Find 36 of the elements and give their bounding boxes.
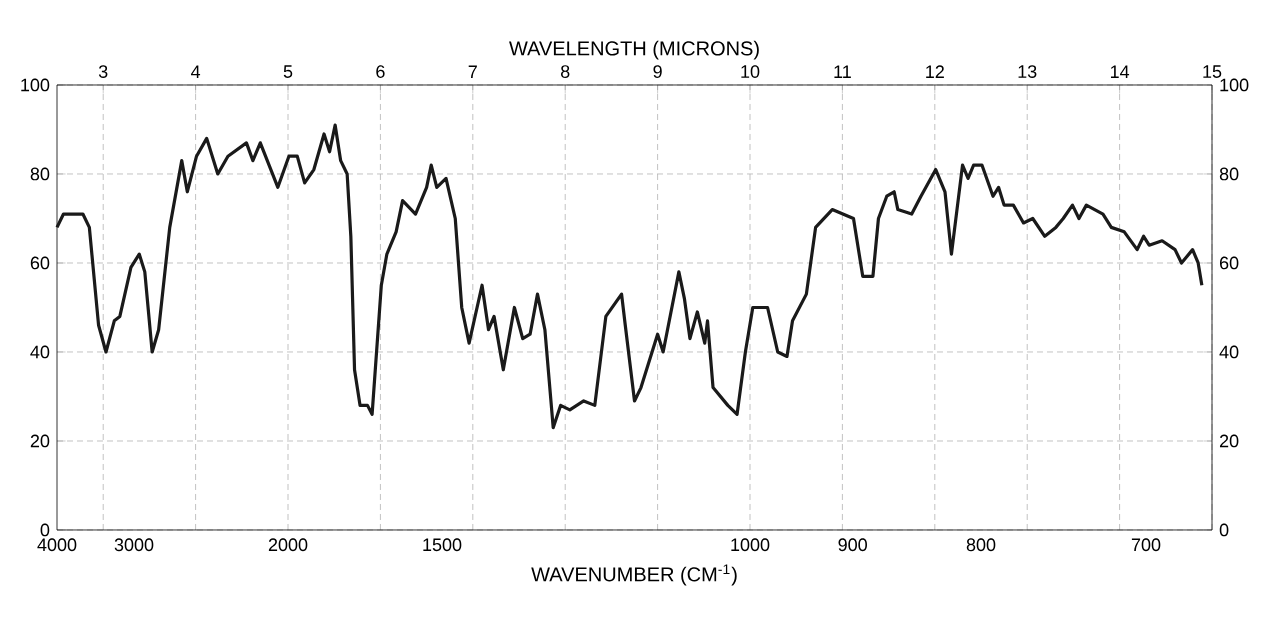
y2-tick-label: 60 xyxy=(1219,256,1239,270)
y-tick-label: 20 xyxy=(30,434,50,448)
x-tick-label: 10 xyxy=(741,65,760,78)
x-tick-label: 14 xyxy=(1110,65,1130,78)
x-tick-label: 9 xyxy=(653,65,662,78)
text: 2000 xyxy=(268,538,308,552)
y-tick-label: 0 xyxy=(40,523,50,537)
text: WAVENUMBER (CM$^{-1}$) xyxy=(531,564,737,586)
x-tick-label: 5 xyxy=(283,65,293,78)
y-tick-label: 100 xyxy=(21,78,50,92)
text: 700 xyxy=(1131,538,1161,552)
y-tick-label: 60 xyxy=(30,256,50,270)
text: 1000 xyxy=(731,538,770,552)
x-tick-label: 4 xyxy=(191,65,201,78)
y2-tick-label: 80 xyxy=(1219,167,1239,181)
x-tick-label: 6 xyxy=(376,65,385,78)
x-tick-label: 8 xyxy=(560,65,570,78)
y2-tick-label: 20 xyxy=(1219,434,1239,448)
y-tick-label: 80 xyxy=(30,167,50,181)
x-tick-label: 15 xyxy=(1203,65,1222,78)
text: 3000 xyxy=(114,538,154,552)
y2-tick-label: 0 xyxy=(1219,523,1229,537)
x-tick-label: 13 xyxy=(1018,65,1037,78)
x-axis-title: WAVELENGTH (MICRONS) xyxy=(509,40,759,60)
x-tick-label: 11 xyxy=(834,65,851,78)
x-tick-label: 12 xyxy=(926,65,944,78)
y-tick-label: 40 xyxy=(30,345,50,359)
line-series xyxy=(55,123,1204,430)
x-tick-label: 7 xyxy=(468,65,477,78)
x-tick-label: 3 xyxy=(98,65,108,78)
text: 4000 xyxy=(37,538,77,552)
text: 1500 xyxy=(423,538,462,552)
y2-tick-label: 100 xyxy=(1220,78,1249,92)
text: 900 xyxy=(838,538,867,552)
text: 800 xyxy=(966,538,996,552)
y2-tick-label: 40 xyxy=(1219,345,1239,359)
